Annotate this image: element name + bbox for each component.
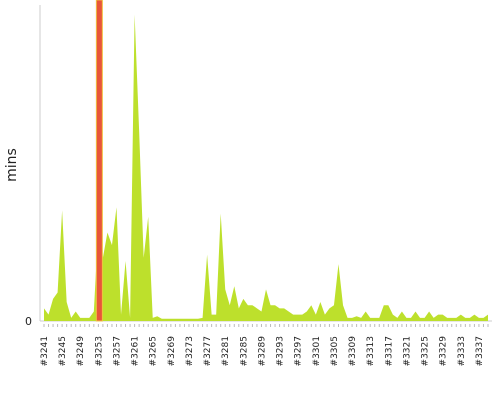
x-tick-label: #3261 bbox=[131, 336, 141, 366]
x-tick-label: #3269 bbox=[167, 336, 177, 367]
x-tick-label: #3293 bbox=[276, 336, 286, 366]
x-tick-label: #3313 bbox=[366, 336, 376, 366]
x-tick-label: #3305 bbox=[330, 336, 340, 366]
area bbox=[44, 14, 488, 321]
x-tick-label: #3257 bbox=[112, 336, 122, 366]
x-tick-label: #3245 bbox=[58, 336, 68, 366]
y-axis-label: mins bbox=[4, 148, 20, 182]
x-tick-label: #3321 bbox=[402, 336, 412, 366]
x-tick-label: #3317 bbox=[384, 336, 394, 366]
x-tick-label: #3273 bbox=[185, 336, 195, 366]
y-tick-label: 0 bbox=[25, 315, 32, 328]
x-tick-label: #3241 bbox=[40, 336, 50, 366]
x-tick-label: #3289 bbox=[257, 336, 267, 367]
x-tick-label: #3277 bbox=[203, 336, 213, 366]
x-tick-label: #3301 bbox=[312, 336, 322, 366]
x-tick-label: #3337 bbox=[475, 336, 485, 366]
x-tick-label: #3325 bbox=[421, 336, 431, 366]
x-tick-label: #3265 bbox=[149, 336, 159, 366]
x-tick-label: #3281 bbox=[221, 336, 231, 366]
x-tick-label: #3297 bbox=[294, 336, 304, 366]
x-tick-label: #3285 bbox=[239, 336, 249, 366]
x-tick-label: #3249 bbox=[76, 336, 86, 367]
highlight-bar bbox=[95, 0, 103, 322]
x-tick-label: #3333 bbox=[457, 336, 467, 366]
x-tick-label: #3309 bbox=[348, 336, 358, 367]
x-tick-label: #3253 bbox=[94, 336, 104, 366]
x-tick-label: #3329 bbox=[439, 336, 449, 367]
